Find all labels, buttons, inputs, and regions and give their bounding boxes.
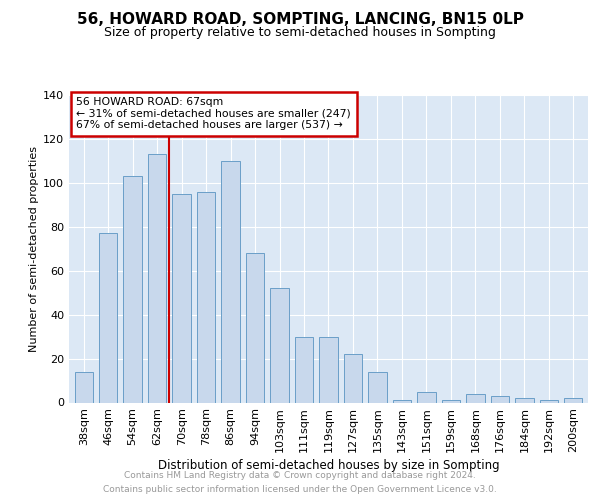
Bar	[564, 398, 583, 402]
Bar	[491, 396, 509, 402]
Bar	[393, 400, 411, 402]
Bar	[197, 192, 215, 402]
Bar	[515, 398, 533, 402]
Y-axis label: Number of semi-detached properties: Number of semi-detached properties	[29, 146, 39, 352]
Bar	[99, 234, 118, 402]
Text: 56 HOWARD ROAD: 67sqm
← 31% of semi-detached houses are smaller (247)
67% of sem: 56 HOWARD ROAD: 67sqm ← 31% of semi-deta…	[76, 97, 351, 130]
Bar	[539, 400, 558, 402]
X-axis label: Distribution of semi-detached houses by size in Sompting: Distribution of semi-detached houses by …	[158, 460, 499, 472]
Bar	[466, 394, 485, 402]
Bar	[442, 400, 460, 402]
Bar	[124, 176, 142, 402]
Bar	[344, 354, 362, 403]
Bar	[271, 288, 289, 403]
Text: Contains HM Land Registry data © Crown copyright and database right 2024.
Contai: Contains HM Land Registry data © Crown c…	[103, 472, 497, 494]
Text: Size of property relative to semi-detached houses in Sompting: Size of property relative to semi-detach…	[104, 26, 496, 39]
Bar	[172, 194, 191, 402]
Bar	[295, 336, 313, 402]
Bar	[74, 372, 93, 402]
Bar	[319, 336, 338, 402]
Bar	[368, 372, 386, 402]
Text: 56, HOWARD ROAD, SOMPTING, LANCING, BN15 0LP: 56, HOWARD ROAD, SOMPTING, LANCING, BN15…	[77, 12, 523, 28]
Bar	[417, 392, 436, 402]
Bar	[221, 161, 240, 402]
Bar	[246, 253, 264, 402]
Bar	[148, 154, 166, 402]
